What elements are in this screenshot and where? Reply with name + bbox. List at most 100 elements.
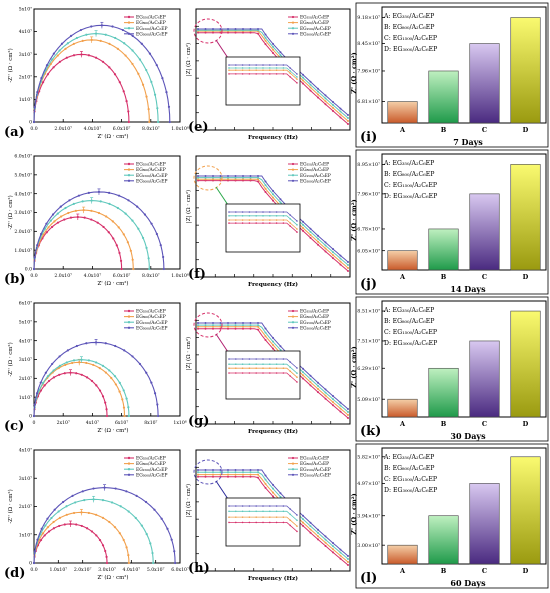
- inset-point: [296, 228, 298, 230]
- bar-panel: 5.09×10⁷ 6.29×10⁷ 7.51×10⁷ 8.51×10⁷ Z' (Ω · …: [350, 296, 549, 442]
- bode-point: [302, 223, 304, 226]
- legend-label: EG₁₅₀₀/A₂C₆EP: [300, 27, 331, 32]
- bode-point: [234, 469, 237, 471]
- bode-point: [212, 324, 214, 327]
- inset-point: [255, 219, 257, 221]
- bode-point: [264, 486, 267, 489]
- days-label: 30 Days: [450, 431, 486, 441]
- nyquist-point: [125, 546, 128, 549]
- inset-point: [269, 363, 271, 366]
- nyquist-point: [105, 215, 108, 218]
- nyquist-point: [90, 379, 94, 383]
- bode-point: [339, 110, 342, 113]
- legend-label: EG₃₅₀/A₂C₆EP: [300, 163, 329, 168]
- y-tick-label: 9.18×10⁷: [357, 15, 380, 21]
- nyquist-point: [141, 83, 145, 86]
- bode-point: [324, 541, 327, 544]
- bar-legend-label: B: EG₈₀₀/A₂C₆EP: [384, 171, 434, 178]
- bode-point: [227, 324, 229, 327]
- nyquist-point: [112, 237, 115, 240]
- inset-point: [248, 222, 251, 224]
- nyquist-point: [46, 73, 49, 76]
- inset-point: [248, 358, 251, 360]
- y-tick-label: 7.96×10⁷: [357, 69, 380, 75]
- nyquist-point: [145, 246, 148, 249]
- bode-point: [234, 473, 237, 476]
- nyquist-point: [85, 376, 89, 379]
- nyquist-point: [162, 267, 166, 271]
- nyquist-point: [79, 28, 83, 32]
- bode-point: [242, 176, 244, 179]
- nyquist-point: [167, 105, 171, 108]
- inset-point: [289, 361, 292, 363]
- bode-point: [272, 344, 274, 347]
- inset-point: [228, 222, 230, 224]
- nyquist-point: [129, 249, 132, 252]
- legend-marker: [127, 179, 131, 182]
- inset-point: [282, 73, 285, 75]
- inset-point: [248, 215, 251, 217]
- inset-point: [262, 219, 264, 221]
- y-tick-label: 4x10⁷: [19, 448, 32, 454]
- nyquist-point: [56, 212, 59, 215]
- inset-point: [235, 73, 237, 75]
- bode-point: [279, 54, 282, 57]
- nyquist-point: [87, 359, 90, 362]
- inset-point: [296, 220, 298, 222]
- inset-point: [269, 505, 271, 507]
- x-axis-label: Frequency (Hz): [248, 134, 298, 141]
- nyquist-point: [122, 389, 125, 392]
- bode-point: [264, 36, 267, 39]
- legend-marker: [127, 321, 131, 324]
- nyquist-point: [72, 359, 76, 362]
- nyquist-point: [46, 375, 49, 378]
- bode-point: [324, 535, 327, 538]
- bode-point: [227, 175, 229, 177]
- bode-point: [317, 93, 319, 96]
- inset-point: [235, 215, 237, 217]
- bode-point: [264, 327, 267, 330]
- bode-point: [302, 374, 304, 377]
- nyquist-point: [121, 398, 124, 401]
- bode-point: [309, 374, 312, 377]
- bode-point: [272, 487, 274, 490]
- nyquist-point: [127, 110, 130, 113]
- inset-point: [248, 211, 251, 213]
- nyquist-point: [56, 54, 59, 57]
- nyquist-point: [40, 77, 43, 80]
- inset-point: [282, 516, 285, 518]
- bode-point: [309, 83, 312, 86]
- bode-point: [242, 471, 244, 474]
- bode-panel: Frequency (Hz)|Z| (Ω · cm²)EG₃₅₀/A₂C₆EPE…: [185, 155, 351, 288]
- bode-point: [339, 113, 342, 116]
- bode-point: [219, 31, 222, 34]
- bode-point: [324, 247, 327, 250]
- bode-point: [272, 189, 274, 192]
- nyquist-point: [33, 105, 36, 108]
- inset-point: [235, 69, 237, 71]
- nyquist-point: [63, 372, 66, 375]
- inset-point: [228, 73, 230, 75]
- x-axis-label: Frequency (Hz): [248, 575, 298, 582]
- nyquist-point: [75, 523, 78, 526]
- inset-point: [275, 222, 278, 224]
- inset-point: [235, 516, 237, 518]
- nyquist-point: [44, 524, 47, 527]
- bode-point: [332, 251, 334, 254]
- bode-point: [234, 324, 237, 327]
- y-tick-label: 3.94×10⁷: [357, 513, 380, 519]
- legend-label: EG₃₀₀₀/A₂C₆EP: [300, 32, 331, 37]
- x-axis-label: Z' (Ω · cm²): [97, 133, 128, 140]
- nyquist-point: [145, 68, 148, 72]
- nyquist-point: [87, 191, 90, 194]
- nyquist-point: [127, 199, 130, 202]
- bode-point: [302, 220, 304, 223]
- nyquist-point: [105, 555, 108, 559]
- y-tick-label: 4.97×10⁷: [357, 481, 380, 487]
- bode-point: [347, 123, 349, 125]
- y-tick-label: 2x10⁷: [19, 74, 32, 80]
- bode-point: [212, 176, 214, 179]
- inset-point: [269, 222, 271, 224]
- inset-point: [289, 70, 292, 72]
- legend-label: EG₈₀₀/A₂C₆EP: [300, 21, 329, 26]
